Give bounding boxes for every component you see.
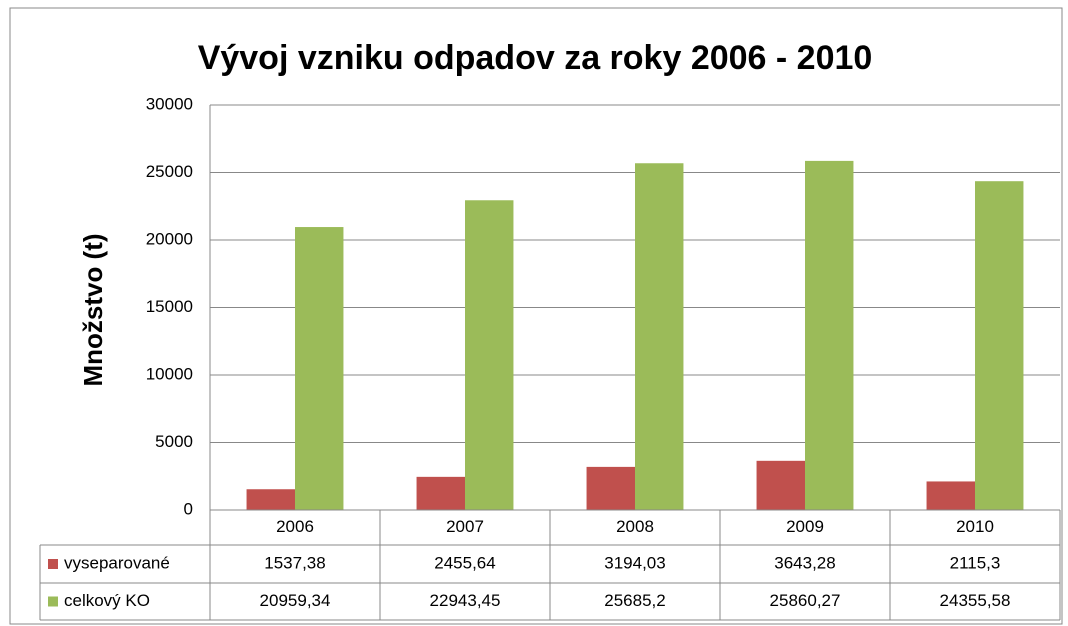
bar (805, 160, 854, 510)
legend-key (48, 596, 58, 607)
table-cell: 3643,28 (774, 553, 835, 572)
bar (416, 476, 465, 510)
table-cell: 2115,3 (950, 553, 1001, 572)
table-cell: 20959,34 (260, 591, 331, 610)
bar (246, 489, 295, 510)
y-tick-label: 25000 (146, 162, 193, 181)
bar (975, 181, 1024, 510)
x-tick-label: 2009 (786, 517, 824, 536)
table-cell: 3194,03 (604, 553, 665, 572)
bar (295, 227, 344, 511)
y-tick-label: 5000 (155, 432, 193, 451)
x-tick-label: 2006 (276, 517, 314, 536)
legend-label: celkový KO (64, 591, 150, 610)
table-cell: 2455,64 (434, 553, 495, 572)
y-tick-label: 20000 (146, 229, 193, 248)
table-cell: 25860,27 (770, 591, 841, 610)
bar (465, 200, 514, 510)
bar (635, 163, 684, 510)
bar (586, 466, 635, 510)
x-tick-label: 2010 (956, 517, 994, 536)
x-tick-label: 2007 (446, 517, 484, 536)
legend-key (48, 559, 58, 569)
y-tick-label: 30000 (146, 94, 193, 113)
table-cell: 24355,58 (940, 591, 1011, 610)
y-tick-label: 15000 (146, 297, 193, 316)
y-axis-label: Množstvo (t) (78, 233, 108, 386)
y-tick-label: 10000 (146, 364, 193, 383)
chart-frame (9, 7, 1063, 625)
bar (756, 460, 805, 510)
bar (926, 481, 975, 510)
chart-title: Vývoj vzniku odpadov za roky 2006 - 2010 (198, 39, 873, 77)
legend-label: vyseparované (64, 553, 170, 572)
table-cell: 25685,2 (604, 591, 665, 610)
x-tick-label: 2008 (616, 517, 654, 536)
table-cell: 22943,45 (430, 591, 501, 610)
y-tick-label: 0 (184, 499, 193, 518)
table-cell: 1537,38 (264, 553, 325, 572)
